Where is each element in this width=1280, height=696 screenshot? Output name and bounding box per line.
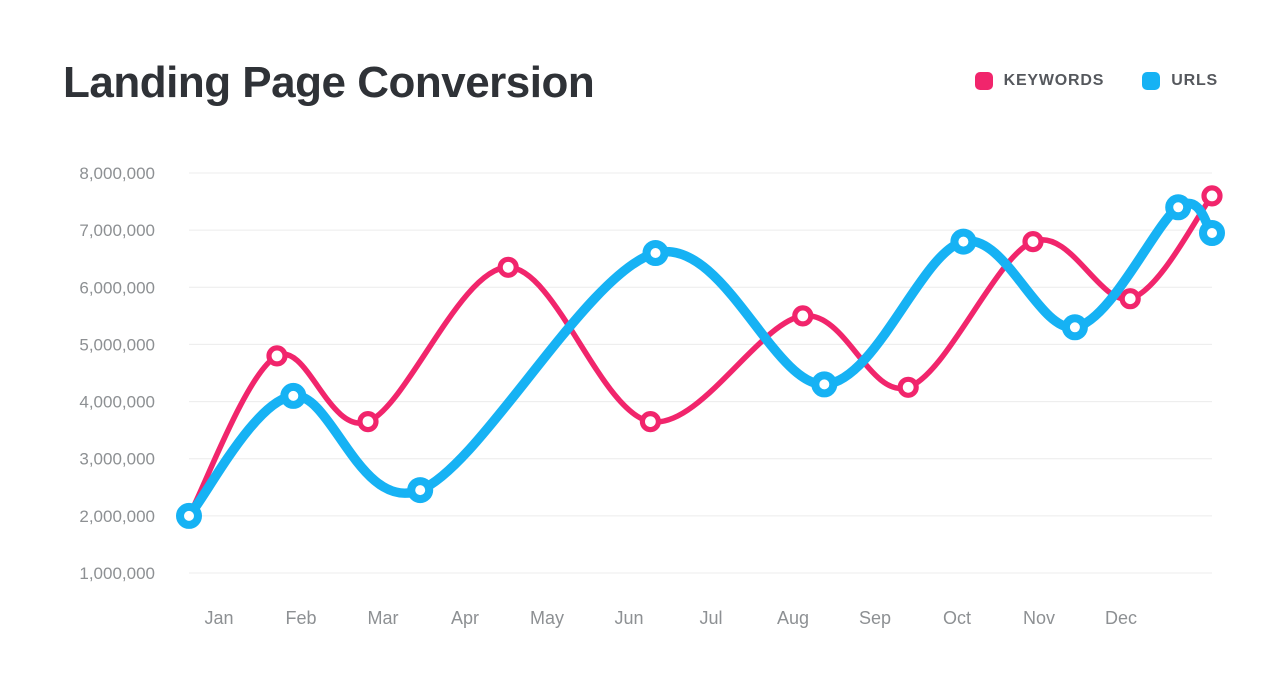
y-axis-labels: 8,000,000 7,000,000 6,000,000 5,000,000 4,00… [79,164,155,583]
data-point-urls[interactable] [1165,194,1192,221]
x-tick-label: Jun [614,608,643,628]
y-tick-label: 2,000,000 [79,507,155,526]
data-point-keywords[interactable] [1022,231,1044,253]
x-tick-label: Nov [1023,608,1055,628]
y-tick-label: 3,000,000 [79,450,155,469]
data-point-urls[interactable] [642,240,669,266]
x-tick-label: Jan [204,608,233,628]
y-tick-label: 5,000,000 [79,335,155,354]
x-tick-label: Dec [1105,608,1137,628]
gridlines [189,172,1212,574]
x-tick-label: Apr [451,608,479,628]
x-tick-label: Mar [368,608,399,628]
y-tick-label: 6,000,000 [79,278,155,297]
y-tick-label: 1,000,000 [79,564,155,583]
y-tick-label: 4,000,000 [79,393,155,412]
x-tick-label: Feb [285,608,316,628]
legend: KEYWORDS URLS [974,72,1218,90]
data-point-keywords[interactable] [1201,185,1223,207]
series-layer [176,185,1225,529]
data-point-keywords[interactable] [357,411,379,433]
data-point-keywords[interactable] [897,376,919,398]
series-urls [176,194,1225,529]
series-keywords [178,185,1223,527]
x-tick-label: May [530,608,564,628]
x-axis-labels: Jan Feb Mar Apr May Jun Jul Aug Sep Oct Nov Dec [204,608,1137,628]
data-point-keywords[interactable] [266,345,288,367]
urls-swatch-icon [1142,72,1161,90]
data-point-urls[interactable] [1061,314,1088,341]
data-point-keywords[interactable] [792,305,814,327]
keywords-swatch-icon [974,72,993,90]
legend-label-keywords: KEYWORDS [1003,72,1105,89]
data-point-keywords[interactable] [497,256,519,278]
data-point-urls[interactable] [407,477,434,504]
chart-title: Landing Page Conversion [63,58,595,107]
y-tick-label: 7,000,000 [79,221,155,240]
x-tick-label: Jul [699,608,722,628]
data-point-urls[interactable] [950,228,977,255]
legend-label-urls: URLS [1171,72,1218,89]
x-tick-label: Sep [859,608,891,628]
series-line-urls [184,198,1217,521]
legend-item-keywords[interactable]: KEYWORDS [974,72,1105,90]
data-point-urls[interactable] [280,382,307,409]
data-point-keywords[interactable] [1119,288,1141,310]
data-point-urls[interactable] [176,502,202,529]
data-point-keywords[interactable] [639,411,662,433]
data-point-urls[interactable] [811,371,838,398]
data-point-urls[interactable] [1199,220,1225,246]
y-tick-label: 8,000,000 [79,164,155,183]
x-tick-label: Aug [777,608,809,628]
series-line-keywords [186,193,1215,519]
x-tick-label: Oct [943,608,971,628]
legend-item-urls[interactable]: URLS [1142,72,1218,90]
